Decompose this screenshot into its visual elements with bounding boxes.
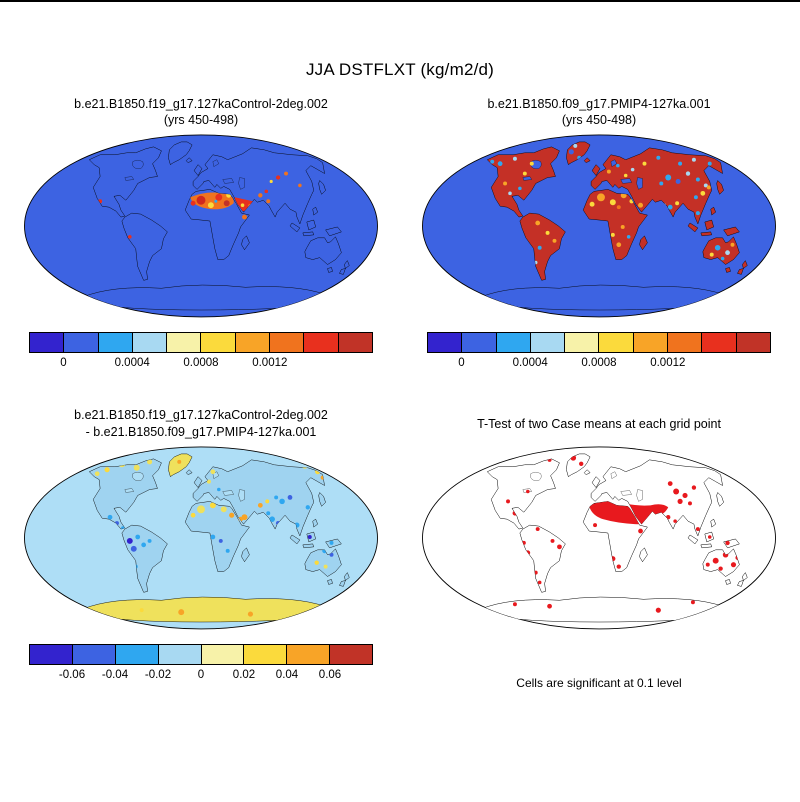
colorbar-segment (565, 332, 600, 352)
colorbar-segment (201, 332, 236, 352)
colorbar-segment (167, 332, 202, 352)
panel-difference-title-line2: - b.e21.B1850.f09_g17.PMIP4-127ka.001 (85, 424, 317, 439)
colorbar-pmip4: 0 0.0004 0.0008 0.0012 (427, 331, 771, 372)
colorbar-tick-label: 0.06 (318, 668, 342, 681)
bottom-row: b.e21.B1850.f19_g17.127kaControl-2deg.00… (0, 406, 800, 690)
panel-ttest-title: T-Test of two Case means at each grid po… (477, 406, 721, 442)
panel-control-title-line2: (yrs 450-498) (163, 113, 239, 127)
colorbar-segment (462, 332, 497, 352)
map-control (24, 134, 378, 318)
colorbar-tick-label: -0.06 (58, 668, 86, 681)
panel-pmip4-title: b.e21.B1850.f09_g17.PMIP4-127ka.001 (yrs… (487, 94, 710, 130)
panel-difference: b.e21.B1850.f19_g17.127kaControl-2deg.00… (2, 406, 400, 690)
colorbar-segment (64, 332, 99, 352)
colorbar-difference-ticks: -0.06 -0.04 -0.02 0 0.02 0.04 0.06 (29, 667, 373, 684)
colorbar-difference: -0.06 -0.04 -0.02 0 0.02 0.04 0.06 (29, 643, 373, 684)
colorbar-segment (98, 332, 133, 352)
colorbar-tick-label: 0.0012 (252, 356, 288, 369)
colorbar-segment (668, 332, 703, 352)
colorbar-tick-label: 0.0012 (650, 356, 686, 369)
colorbar-tick-label: 0.0008 (581, 356, 617, 369)
colorbar-segment (132, 332, 168, 352)
colorbar-tick-label: 0.0004 (114, 356, 150, 369)
panel-control-title-line1: b.e21.B1850.f19_g17.127kaControl-2deg.00… (74, 96, 328, 111)
colorbar-tick-label: 0 (458, 356, 465, 369)
colorbar-segment (270, 332, 305, 352)
figure-title: JJA DSTFLXT (kg/m2/d) (305, 60, 495, 79)
colorbar-segment (158, 644, 202, 664)
top-row: b.e21.B1850.f19_g17.127kaControl-2deg.00… (0, 94, 800, 372)
colorbar-tick-label: 0.02 (232, 668, 256, 681)
colorbar-difference-segments (29, 643, 373, 665)
colorbar-tick-label: -0.02 (144, 668, 172, 681)
map-ttest (422, 446, 776, 630)
panel-pmip4-title-line1: b.e21.B1850.f09_g17.PMIP4-127ka.001 (487, 96, 711, 111)
panel-control-title: b.e21.B1850.f19_g17.127kaControl-2deg.00… (74, 94, 328, 130)
colorbar-segment (496, 332, 531, 352)
significance-caption: Cells are significant at 0.1 level (516, 675, 682, 690)
panel-control: b.e21.B1850.f19_g17.127kaControl-2deg.00… (2, 94, 400, 372)
colorbar-segment (72, 644, 116, 664)
colorbar-segment (244, 644, 288, 664)
colorbar-tick-label: 0 (197, 668, 205, 681)
colorbar-segment (428, 332, 463, 352)
colorbar-segment (338, 332, 372, 352)
colorbar-segment (330, 644, 372, 664)
panel-pmip4: b.e21.B1850.f09_g17.PMIP4-127ka.001 (yrs… (400, 94, 798, 372)
panel-ttest: T-Test of two Case means at each grid po… (400, 406, 798, 690)
colorbar-segment (530, 332, 566, 352)
map-difference (24, 446, 378, 630)
colorbar-segment (30, 332, 65, 352)
colorbar-segment (599, 332, 634, 352)
panel-difference-title-line1: b.e21.B1850.f19_g17.127kaControl-2deg.00… (74, 408, 328, 423)
colorbar-segment (633, 332, 669, 352)
colorbar-segment (287, 644, 331, 664)
colorbar-segment (736, 332, 770, 352)
colorbar-tick-label: 0 (60, 356, 67, 369)
colorbar-tick-label: 0.04 (275, 668, 299, 681)
colorbar-segment (115, 644, 159, 664)
colorbar-tick-label: -0.04 (101, 668, 129, 681)
colorbar-pmip4-ticks: 0 0.0004 0.0008 0.0012 (427, 355, 771, 372)
colorbar-control-ticks: 0 0.0004 0.0008 0.0012 (29, 355, 373, 372)
panel-pmip4-title-line2: (yrs 450-498) (561, 113, 637, 127)
colorbar-tick-label: 0.0004 (512, 356, 548, 369)
colorbar-control: 0 0.0004 0.0008 0.0012 (29, 331, 373, 372)
map-pmip4 (422, 134, 776, 318)
colorbar-tick-label: 0.0008 (183, 356, 219, 369)
colorbar-segment (702, 332, 737, 352)
panel-difference-title: b.e21.B1850.f19_g17.127kaControl-2deg.00… (74, 406, 328, 442)
colorbar-segment (201, 644, 245, 664)
colorbar-segment (304, 332, 339, 352)
colorbar-control-segments (29, 331, 373, 353)
colorbar-segment (30, 644, 73, 664)
colorbar-segment (235, 332, 271, 352)
panel-ttest-title-line1: T-Test of two Case means at each grid po… (477, 416, 721, 431)
colorbar-pmip4-segments (427, 331, 771, 353)
dust-patches (490, 143, 735, 265)
